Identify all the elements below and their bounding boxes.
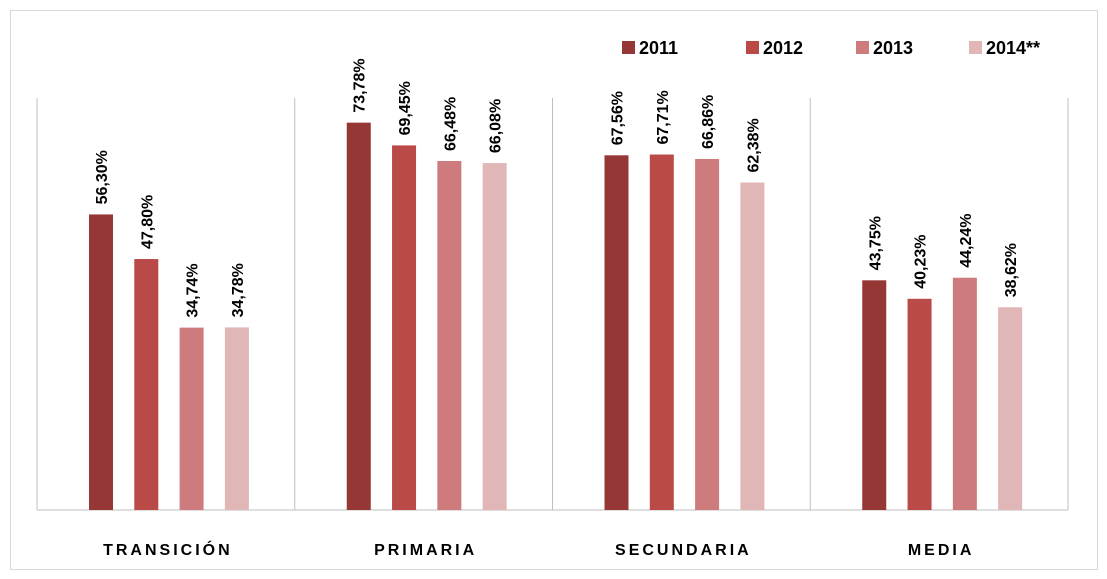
bar — [695, 158, 720, 511]
legend-swatch — [622, 41, 635, 54]
data-label: 38,62% — [1003, 243, 1020, 297]
category-label: SECUNDARIA — [615, 542, 752, 559]
data-label: 43,75% — [867, 216, 884, 270]
bar — [89, 214, 113, 511]
data-label: 44,24% — [958, 213, 975, 267]
bar — [437, 160, 462, 511]
data-label: 34,74% — [185, 263, 202, 317]
data-label: 62,38% — [745, 118, 762, 172]
bar — [179, 327, 204, 510]
bar — [998, 307, 1023, 510]
bar — [224, 327, 249, 510]
bar — [740, 182, 765, 510]
legend-label: 2012 — [763, 38, 803, 58]
data-label: 67,71% — [655, 90, 672, 144]
data-label: 73,78% — [352, 58, 369, 112]
data-label: 34,78% — [230, 263, 247, 317]
legend-swatch — [856, 41, 869, 54]
data-label: 40,23% — [913, 235, 930, 289]
category-label: PRIMARIA — [374, 542, 477, 559]
bar — [604, 155, 629, 510]
data-label: 66,48% — [442, 97, 459, 151]
bar — [392, 145, 417, 510]
data-label: 66,08% — [488, 99, 505, 153]
bar — [907, 298, 932, 510]
legend-swatch — [746, 41, 759, 54]
category-label: TRANSICIÓN — [103, 540, 233, 559]
data-label: 69,45% — [397, 81, 414, 135]
bar — [346, 122, 371, 510]
legend-label: 2013 — [873, 38, 913, 58]
legend-label: 2014** — [986, 38, 1040, 58]
bar — [952, 277, 977, 510]
bar — [482, 163, 507, 510]
category-label: MEDIA — [908, 542, 975, 559]
bar — [649, 154, 674, 510]
data-label: 67,56% — [610, 91, 627, 145]
data-label: 47,80% — [139, 195, 156, 249]
data-label: 56,30% — [94, 150, 111, 204]
bar — [134, 259, 159, 510]
data-label: 66,86% — [700, 95, 717, 149]
bar — [862, 280, 887, 510]
legend-label: 2011 — [639, 38, 678, 58]
legend-swatch — [969, 41, 982, 54]
